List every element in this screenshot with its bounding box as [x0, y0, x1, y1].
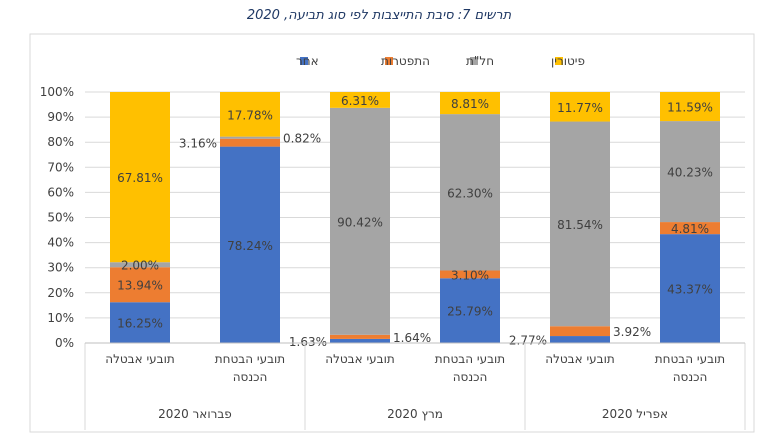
data-label: 67.81%: [117, 171, 163, 185]
y-tick-label: 30%: [47, 261, 74, 275]
data-label: 13.94%: [117, 279, 163, 293]
bar-segment: [220, 138, 280, 147]
bar-segment: [110, 92, 170, 263]
bar-segment: [550, 326, 610, 337]
category-label: תובעי אבטלה: [545, 352, 615, 366]
data-label: 0.82%: [283, 132, 321, 146]
data-label: 90.42%: [337, 215, 383, 229]
bar-segment: [220, 136, 280, 139]
y-tick-label: 80%: [47, 135, 74, 149]
legend-swatch: [300, 57, 308, 65]
data-label: 17.78%: [227, 108, 273, 122]
group-label: מרץ 2020: [387, 407, 443, 421]
legend-swatch: [470, 57, 478, 65]
bar-segment: [330, 334, 390, 339]
category-label: תובעי אבטלה: [105, 352, 175, 366]
legend-swatch: [385, 57, 393, 65]
bar-segment: [440, 278, 500, 343]
bar-segment: [660, 222, 720, 235]
bar-segment: [330, 92, 390, 108]
legend-label: פיטורין: [551, 54, 585, 68]
y-tick-label: 0%: [55, 336, 74, 350]
data-label: 3.92%: [613, 325, 651, 339]
y-tick-label: 70%: [47, 160, 74, 174]
data-label: 2.00%: [121, 259, 159, 273]
category-label: הכנסה: [673, 370, 708, 384]
data-label: 1.63%: [289, 335, 327, 349]
bar-segment: [330, 107, 390, 335]
bar-segment: [660, 92, 720, 122]
bar-segment: [550, 92, 610, 122]
data-label: 11.77%: [557, 101, 603, 115]
category-label: תובעי הבטחת: [655, 352, 725, 366]
data-label: 25.79%: [447, 305, 493, 319]
y-tick-label: 40%: [47, 236, 74, 250]
bar-segment: [110, 302, 170, 343]
bar-segment: [660, 234, 720, 343]
data-label: 11.59%: [667, 101, 713, 115]
data-label: 2.77%: [509, 334, 547, 348]
data-label: 1.64%: [393, 331, 431, 345]
bar-segment: [550, 336, 610, 343]
data-label: 62.30%: [447, 186, 493, 200]
y-tick-label: 10%: [47, 311, 74, 325]
data-label: 78.24%: [227, 239, 273, 253]
bar-segment: [550, 121, 610, 327]
chart-title: תרשים 7: סיבת התייצבות לפי סוג תביעה, 20…: [246, 8, 512, 23]
data-label: 8.81%: [451, 97, 489, 111]
y-tick-label: 90%: [47, 110, 74, 124]
y-tick-label: 50%: [47, 211, 74, 225]
category-label: הכנסה: [453, 370, 488, 384]
category-label: תובעי אבטלה: [325, 352, 395, 366]
data-label: 6.31%: [341, 94, 379, 108]
y-tick-label: 20%: [47, 286, 74, 300]
y-tick-label: 100%: [40, 85, 74, 99]
bar-segment: [440, 114, 500, 271]
category-label: תובעי הבטחת: [215, 352, 285, 366]
bar-segment: [330, 338, 390, 343]
group-label: פברואר 2020: [158, 407, 232, 421]
group-label: אפריל 2020: [602, 407, 668, 421]
legend-swatch: [555, 57, 563, 65]
legend-label: חל"ת: [466, 54, 494, 68]
data-label: 43.37%: [667, 283, 713, 297]
data-label: 3.10%: [451, 268, 489, 282]
legend-label: אחר: [296, 54, 319, 68]
data-label: 40.23%: [667, 166, 713, 180]
chart-border: [29, 33, 755, 433]
data-label: 4.81%: [671, 222, 709, 236]
data-label: 16.25%: [117, 317, 163, 331]
category-label: תובעי הבטחת: [435, 352, 505, 366]
bar-segment: [440, 270, 500, 279]
category-label: הכנסה: [233, 370, 268, 384]
bar-segment: [660, 121, 720, 223]
bar-segment: [440, 92, 500, 115]
bar-segment: [220, 146, 280, 343]
data-label: 81.54%: [557, 218, 603, 232]
legend-label: התפטרות: [381, 54, 430, 68]
bar-segment: [110, 267, 170, 303]
y-tick-label: 60%: [47, 185, 74, 199]
bar-segment: [110, 262, 170, 268]
bar-segment: [220, 92, 280, 137]
data-label: 3.16%: [179, 137, 217, 151]
